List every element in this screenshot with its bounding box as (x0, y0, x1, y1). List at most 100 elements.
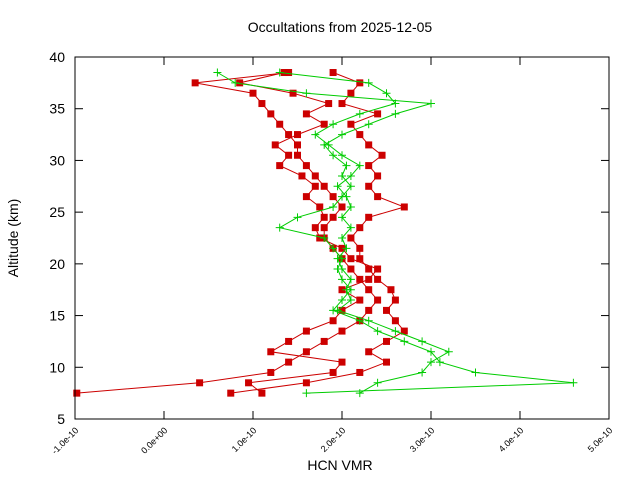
square-marker (196, 379, 204, 387)
plus-marker (338, 213, 346, 222)
square-marker (302, 348, 310, 356)
plus-marker (418, 368, 427, 377)
square-marker (285, 358, 293, 366)
square-marker (338, 244, 346, 252)
plus-marker (364, 78, 373, 87)
square-marker (365, 275, 373, 283)
square-marker (338, 358, 346, 366)
plus-marker (418, 337, 427, 346)
square-marker (302, 162, 310, 170)
plus-marker (329, 202, 338, 211)
square-marker (347, 89, 355, 97)
square-marker (311, 182, 319, 190)
square-marker (267, 348, 275, 356)
square-marker (356, 296, 364, 304)
y-tick-label: 25 (49, 204, 65, 220)
plus-marker (373, 327, 382, 336)
plus-marker (444, 347, 453, 356)
square-marker (338, 203, 346, 211)
square-marker (374, 265, 382, 273)
chart-title: Occultations from 2025-12-05 (248, 19, 433, 35)
square-marker (302, 327, 310, 335)
square-marker (227, 389, 235, 397)
square-marker (400, 327, 408, 335)
square-marker (347, 265, 355, 273)
plus-marker (338, 265, 346, 274)
square-marker (73, 389, 81, 397)
profile-line (217, 72, 574, 394)
square-marker (320, 182, 328, 190)
square-marker (365, 265, 373, 273)
square-marker (302, 110, 310, 118)
square-marker (258, 100, 266, 108)
plus-marker (346, 182, 355, 191)
square-marker (329, 193, 337, 201)
square-marker (316, 203, 324, 211)
plus-marker (329, 244, 338, 253)
square-marker (249, 89, 257, 97)
square-marker (285, 151, 293, 159)
plus-marker (302, 89, 311, 98)
square-marker (294, 141, 301, 149)
y-tick-label: 5 (57, 411, 65, 427)
plus-marker (427, 99, 435, 108)
y-tick-label: 10 (49, 359, 65, 375)
plus-marker (338, 130, 346, 139)
plus-marker (311, 130, 320, 139)
plus-marker (333, 182, 342, 191)
y-tick-label: 35 (49, 101, 65, 117)
square-marker (374, 296, 382, 304)
plus-marker (342, 192, 351, 201)
square-marker (267, 110, 275, 118)
square-marker (329, 213, 337, 221)
square-marker (285, 69, 293, 77)
square-marker (347, 234, 355, 242)
square-marker (400, 203, 408, 211)
y-tick-label: 20 (49, 256, 65, 272)
square-marker (356, 368, 364, 376)
plus-marker (329, 120, 338, 129)
square-marker (338, 306, 346, 314)
square-marker (338, 327, 346, 335)
plus-marker (338, 296, 346, 305)
square-marker (329, 368, 337, 376)
plus-marker (346, 171, 355, 180)
plus-marker (391, 109, 400, 118)
square-marker (316, 234, 324, 242)
square-marker (329, 317, 337, 325)
plus-marker (324, 140, 333, 149)
square-marker (329, 69, 337, 77)
plus-marker (355, 109, 364, 118)
plus-marker (333, 306, 342, 315)
square-marker (298, 172, 306, 180)
square-marker (387, 286, 395, 294)
square-marker (374, 110, 382, 118)
plus-marker (471, 368, 480, 377)
square-marker (338, 286, 346, 294)
square-marker (302, 379, 310, 387)
square-marker (311, 172, 319, 180)
plus-marker (373, 378, 382, 387)
square-marker (271, 141, 279, 149)
plus-marker (569, 378, 578, 387)
square-marker (356, 244, 364, 252)
square-marker (356, 275, 364, 283)
square-marker (374, 275, 382, 283)
square-marker (383, 306, 390, 314)
square-marker (311, 224, 319, 232)
plus-marker (346, 296, 355, 305)
plus-marker (338, 275, 346, 284)
square-marker (285, 131, 293, 139)
square-marker (347, 120, 355, 128)
square-marker (294, 151, 301, 159)
plus-marker (275, 223, 284, 232)
square-marker (245, 379, 253, 387)
plus-marker (346, 202, 355, 211)
plus-marker (364, 120, 373, 129)
plus-marker (346, 223, 355, 232)
square-marker (320, 337, 328, 345)
plus-marker (400, 337, 409, 346)
plus-marker (275, 68, 284, 77)
